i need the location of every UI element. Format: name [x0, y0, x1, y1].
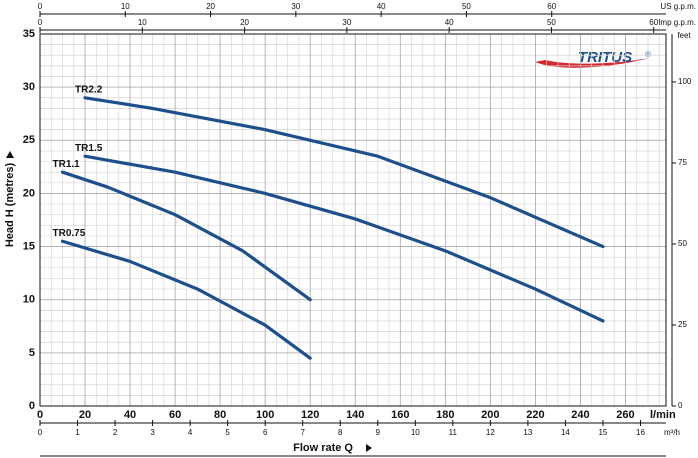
tick-label: 50	[462, 2, 471, 11]
tick-label: 13	[523, 428, 532, 437]
x-tick-label: 200	[481, 409, 499, 421]
curve	[60, 239, 312, 360]
tick-label: 9	[376, 428, 381, 437]
tick-label: 100	[678, 77, 692, 86]
tick-label: 75	[678, 158, 687, 167]
axis-title: US g.p.m.	[660, 2, 696, 11]
x-tick-label: 40	[124, 409, 136, 421]
tick-label: 40	[377, 2, 386, 11]
tick-label: 3	[150, 428, 155, 437]
tick-label: 5	[225, 428, 230, 437]
y-tick-label: 15	[23, 240, 35, 252]
x-tick-label: 160	[391, 409, 409, 421]
tick-label: 16	[636, 428, 645, 437]
tick-label: 40	[445, 18, 454, 27]
tick-label: 60	[649, 18, 658, 27]
series-label: TR0.75	[53, 228, 86, 239]
tick-label: 50	[547, 18, 556, 27]
tick-label: 8	[338, 428, 343, 437]
axis-title: feet	[677, 31, 691, 40]
series-label: TR1.1	[53, 159, 81, 170]
tick-label: 0	[38, 2, 43, 11]
tick-label: 0	[678, 401, 683, 410]
series-label: TR1.5	[75, 143, 103, 154]
x-tick-label: 100	[256, 409, 274, 421]
y-axis-title: Head H (metres)	[4, 162, 16, 247]
x-tick-label: 220	[526, 409, 544, 421]
x-tick-label: 80	[214, 409, 226, 421]
tick-label: 0	[38, 428, 43, 437]
logo: TRITUS	[578, 49, 632, 66]
x-unit: l/min	[650, 409, 676, 421]
tick-label: 30	[291, 2, 300, 11]
y-tick-label: 30	[23, 81, 35, 93]
tick-label: 12	[486, 428, 495, 437]
tick-label: 7	[300, 428, 305, 437]
y-tick-label: 25	[23, 134, 35, 146]
tick-label: 0	[38, 18, 43, 27]
curve	[83, 154, 605, 323]
x-axis-title: Flow rate Q	[293, 442, 353, 454]
x-tick-label: 120	[301, 409, 319, 421]
tick-label: 4	[188, 428, 193, 437]
axis-title: m³/h	[664, 428, 680, 437]
x-tick-label: 20	[79, 409, 91, 421]
axis-title: Imp g.p.m.	[658, 18, 696, 27]
tick-label: 2	[113, 428, 118, 437]
x-tick-label: 260	[616, 409, 634, 421]
axis-arrow	[6, 151, 14, 158]
y-tick-label: 20	[23, 187, 35, 199]
y-tick-label: 0	[29, 400, 35, 412]
tick-label: 11	[449, 428, 458, 437]
y-tick-label: 5	[29, 347, 35, 359]
x-tick-label: 240	[571, 409, 589, 421]
tick-label: 6	[263, 428, 268, 437]
tick-label: 10	[121, 2, 130, 11]
tick-label: 50	[678, 239, 687, 248]
tick-label: 15	[598, 428, 607, 437]
y-tick-label: 10	[23, 294, 35, 306]
logo-swoosh	[535, 58, 650, 68]
tick-label: 60	[547, 2, 556, 11]
tick-label: 30	[342, 18, 351, 27]
x-tick-label: 180	[436, 409, 454, 421]
tick-label: 25	[678, 320, 687, 329]
plot-frame	[39, 33, 667, 407]
y-tick-label: 35	[23, 28, 35, 40]
curve	[83, 96, 605, 249]
series-label: TR2.2	[75, 84, 103, 95]
tick-label: 10	[138, 18, 147, 27]
tick-label: 1	[75, 428, 80, 437]
tick-label: 10	[411, 428, 420, 437]
x-tick-label: 60	[169, 409, 181, 421]
axis-arrow	[366, 444, 372, 452]
x-tick-label: 0	[37, 409, 43, 421]
x-tick-label: 140	[346, 409, 364, 421]
tick-label: 20	[240, 18, 249, 27]
curve	[60, 170, 312, 302]
tick-label: 20	[206, 2, 215, 11]
tick-label: 14	[561, 428, 570, 437]
